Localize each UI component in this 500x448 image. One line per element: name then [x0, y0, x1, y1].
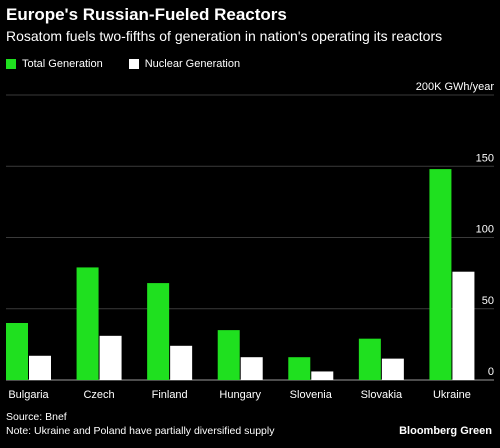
legend-item-nuclear: Nuclear Generation	[128, 58, 241, 70]
bar-total-hungary	[217, 330, 240, 380]
x-tick-label-ukraine: Ukraine	[433, 389, 471, 401]
legend-label-nuclear: Nuclear Generation	[144, 58, 241, 70]
bar-total-finland	[147, 283, 170, 380]
bar-nuclear-finland	[170, 345, 193, 380]
legend-swatch-total	[6, 59, 16, 69]
legend-label-total: Total Generation	[22, 58, 103, 70]
bar-total-bulgaria	[6, 323, 28, 380]
x-tick-label-hungary: Hungary	[219, 389, 261, 401]
chart-title: Europe's Russian-Fueled Reactors	[6, 5, 287, 24]
footnote: Note: Ukraine and Poland have partially …	[6, 425, 275, 437]
y-tick-label-50: 50	[482, 295, 494, 307]
bar-nuclear-hungary	[240, 357, 263, 380]
y-tick-label-150: 150	[476, 152, 494, 164]
y-tick-label-0: 0	[488, 366, 494, 378]
x-tick-label-czech: Czech	[83, 389, 114, 401]
legend: Total Generation Nuclear Generation	[6, 57, 266, 71]
bar-total-slovenia	[288, 357, 311, 380]
legend-swatch-nuclear	[128, 59, 139, 69]
bar-nuclear-slovenia	[311, 371, 334, 380]
chart-subtitle: Rosatom fuels two-fifths of generation i…	[6, 28, 443, 44]
bar-total-czech	[76, 267, 99, 380]
y-tick-label-200: 200K GWh/year	[416, 81, 495, 93]
y-tick-label-100: 100	[476, 224, 494, 236]
x-tick-label-slovenia: Slovenia	[290, 389, 333, 401]
legend-item-total: Total Generation	[6, 58, 103, 70]
source-note: Source: Bnef	[6, 411, 67, 423]
bar-nuclear-bulgaria	[29, 355, 51, 380]
bar-nuclear-czech	[99, 335, 122, 380]
brand-logo-text: Bloomberg Green	[399, 425, 492, 437]
x-tick-label-slovakia: Slovakia	[361, 389, 403, 401]
x-tick-label-bulgaria: Bulgaria	[8, 389, 49, 401]
x-tick-label-finland: Finland	[152, 389, 188, 401]
bar-total-slovakia	[358, 338, 381, 380]
bar-total-ukraine	[429, 169, 452, 380]
bar-nuclear-ukraine	[452, 271, 475, 380]
bar-nuclear-slovakia	[381, 358, 404, 380]
